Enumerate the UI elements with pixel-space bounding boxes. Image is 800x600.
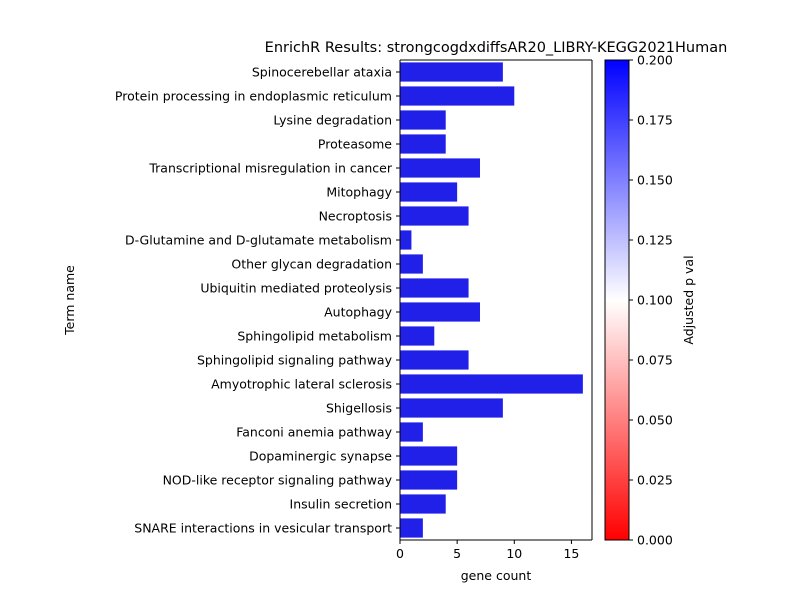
category-label: SNARE interactions in vesicular transpor… xyxy=(134,521,392,536)
y-axis-label: Term name xyxy=(62,265,77,336)
category-label: Mitophagy xyxy=(326,185,392,200)
colorbar-tick-label: 0.125 xyxy=(637,233,673,248)
bar xyxy=(400,518,423,538)
bar xyxy=(400,302,480,322)
category-label: Autophagy xyxy=(324,305,392,320)
colorbar-tick-label: 0.175 xyxy=(637,113,673,128)
bar xyxy=(400,398,503,418)
category-label: Dopaminergic synapse xyxy=(249,449,392,464)
colorbar-ticks: 0.000 0.025 0.050 0.075 0.100 0.125 0.150 0.175… xyxy=(629,53,673,548)
bar xyxy=(400,278,469,298)
category-label: Fanconi anemia pathway xyxy=(236,425,392,440)
bar xyxy=(400,350,469,370)
bar xyxy=(400,254,423,274)
bars-group xyxy=(400,62,583,538)
bar xyxy=(400,446,458,466)
bar xyxy=(400,62,503,82)
category-label: Shigellosis xyxy=(326,401,392,416)
colorbar-tick-label: 0.100 xyxy=(637,293,673,308)
category-label: NOD-like receptor signaling pathway xyxy=(163,473,393,488)
category-label: Necroptosis xyxy=(319,209,392,224)
bar xyxy=(400,134,446,154)
x-tick-label: 15 xyxy=(563,546,579,561)
category-label: Spinocerebellar ataxia xyxy=(252,65,392,80)
bar xyxy=(400,86,515,106)
category-label: Proteasome xyxy=(318,137,392,152)
category-label: Other glycan degradation xyxy=(231,257,392,272)
x-tick-label: 10 xyxy=(506,546,522,561)
bar xyxy=(400,110,446,130)
colorbar-tick-label: 0.150 xyxy=(637,173,673,188)
bar xyxy=(400,422,423,442)
colorbar-tick-label: 0.200 xyxy=(637,53,673,68)
colorbar-tick-label: 0.000 xyxy=(637,533,673,548)
colorbar xyxy=(604,59,630,541)
category-label: Ubiquitin mediated proteolysis xyxy=(200,281,392,296)
bar xyxy=(400,230,412,250)
bar xyxy=(400,374,583,394)
x-tick-label: 5 xyxy=(453,546,461,561)
category-label: Sphingolipid metabolism xyxy=(237,329,392,344)
colorbar-tick-label: 0.050 xyxy=(637,413,673,428)
category-labels: Spinocerebellar ataxia Protein processing… xyxy=(115,65,400,536)
category-label: Protein processing in endoplasmic reticu… xyxy=(115,89,392,104)
category-label: Amyotrophic lateral sclerosis xyxy=(211,377,392,392)
colorbar-tick-label: 0.025 xyxy=(637,473,673,488)
bar xyxy=(400,158,480,178)
category-label: Sphingolipid signaling pathway xyxy=(197,353,393,368)
bar xyxy=(400,206,469,226)
bar xyxy=(400,182,458,202)
colorbar-label: Adjusted p val xyxy=(681,255,696,344)
bar xyxy=(400,494,446,514)
category-label: Insulin secretion xyxy=(290,497,392,512)
x-axis-ticks: 0 5 10 15 xyxy=(396,540,579,561)
colorbar-tick-label: 0.075 xyxy=(637,353,673,368)
x-axis-label: gene count xyxy=(461,568,532,583)
category-label: Transcriptional misregulation in cancer xyxy=(148,161,393,176)
bar xyxy=(400,470,458,490)
chart-title: EnrichR Results: strongcogdxdiffsAR20_LI… xyxy=(265,40,728,56)
category-label: D-Glutamine and D-glutamate metabolism xyxy=(125,233,392,248)
bar xyxy=(400,326,435,346)
category-label: Lysine degradation xyxy=(273,113,392,128)
x-tick-label: 0 xyxy=(396,546,404,561)
